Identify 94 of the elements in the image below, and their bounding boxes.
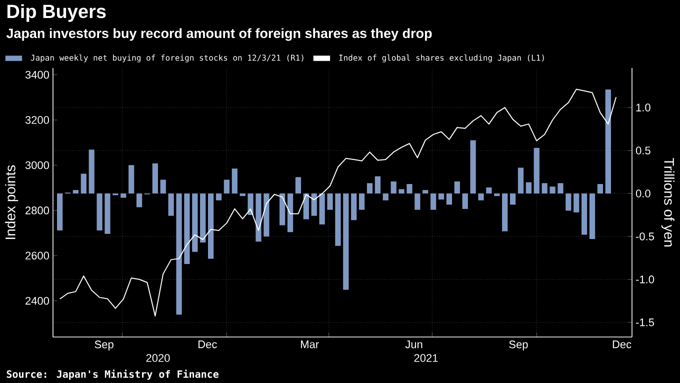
bar bbox=[566, 193, 572, 211]
bar bbox=[374, 176, 380, 194]
bar bbox=[57, 193, 63, 230]
bar bbox=[454, 181, 460, 194]
bar bbox=[343, 193, 349, 290]
bar bbox=[526, 182, 532, 194]
legend-label: Index of global shares excluding Japan (L1) bbox=[339, 54, 544, 62]
y-axis-title: Index points bbox=[5, 165, 18, 239]
bar bbox=[558, 183, 564, 194]
bar bbox=[136, 193, 142, 208]
bar bbox=[550, 186, 556, 194]
bar bbox=[216, 193, 222, 200]
bar bbox=[589, 193, 596, 240]
bar bbox=[280, 193, 286, 226]
bar bbox=[192, 193, 198, 252]
chart-subtitle: Japan investors buy record amount of foreign shares as they drop bbox=[6, 28, 432, 41]
bar bbox=[574, 193, 580, 212]
bar bbox=[494, 193, 500, 196]
bar bbox=[327, 193, 333, 210]
bar bbox=[88, 150, 94, 194]
bar bbox=[382, 193, 388, 200]
bar bbox=[176, 193, 182, 315]
bar bbox=[398, 189, 404, 194]
bar bbox=[319, 193, 325, 224]
bar bbox=[248, 193, 254, 215]
bar bbox=[295, 177, 302, 194]
y-tick-label: 2800 bbox=[26, 206, 50, 214]
bar bbox=[351, 193, 357, 220]
bar bbox=[486, 187, 492, 194]
bar bbox=[160, 180, 166, 194]
bar bbox=[120, 193, 126, 198]
bar bbox=[462, 193, 468, 209]
bar bbox=[232, 168, 238, 194]
bar bbox=[240, 193, 246, 196]
bar bbox=[510, 193, 516, 205]
bar bbox=[208, 193, 214, 259]
y2-tick-label: 1.0 bbox=[636, 104, 650, 112]
x-tick-label: Sep bbox=[94, 340, 114, 350]
legend-label: Japan weekly net buying of foreign stocks on 12/3/21 (R1) bbox=[30, 54, 304, 62]
y2-tick-label: 0.5 bbox=[636, 146, 650, 154]
bar bbox=[128, 165, 134, 194]
bar bbox=[256, 193, 262, 242]
bar bbox=[390, 181, 396, 194]
bar bbox=[72, 190, 79, 194]
bar bbox=[534, 148, 540, 194]
line-series bbox=[59, 88, 617, 316]
text: 2021 bbox=[414, 354, 438, 362]
y-tick-label: 3000 bbox=[25, 161, 50, 170]
bar bbox=[582, 193, 588, 235]
x-tick-label: Dec bbox=[198, 340, 217, 348]
bar bbox=[430, 193, 436, 210]
bar bbox=[502, 193, 508, 232]
bar bbox=[446, 193, 452, 205]
bar bbox=[542, 183, 548, 194]
source-note: Source: Japan's Ministry of Finance bbox=[6, 370, 218, 380]
bar bbox=[264, 193, 270, 236]
y2-tick-label: -1.5 bbox=[636, 318, 654, 326]
bar bbox=[224, 180, 230, 194]
chart-title: Dip Buyers bbox=[7, 4, 106, 22]
bar bbox=[287, 193, 294, 232]
bar bbox=[422, 190, 428, 194]
y2-tick-label: -1.0 bbox=[636, 276, 654, 284]
y-tick-label: 2400 bbox=[26, 296, 50, 305]
bar bbox=[96, 193, 102, 230]
bar bbox=[104, 193, 110, 234]
bar bbox=[152, 163, 158, 194]
bar bbox=[366, 183, 373, 194]
x-tick-label: Dec bbox=[612, 340, 632, 348]
y2-axis-title: Trillions of yen bbox=[661, 158, 674, 246]
y2-tick-label: 0.0 bbox=[636, 190, 650, 198]
x-tick-label: Jun bbox=[405, 340, 422, 348]
bar bbox=[303, 193, 309, 220]
y-tick-label: 2600 bbox=[26, 252, 50, 260]
y-tick-label: 3200 bbox=[25, 116, 50, 124]
bar bbox=[184, 193, 190, 264]
text: 2020 bbox=[146, 354, 170, 362]
bar bbox=[406, 184, 412, 194]
bar bbox=[470, 140, 476, 194]
bar bbox=[311, 193, 317, 216]
bar bbox=[478, 193, 484, 200]
bar bbox=[168, 193, 174, 216]
y-tick-label: 3400 bbox=[25, 70, 50, 79]
x-tick-label: Sep bbox=[509, 340, 528, 350]
y2-tick-label: -0.5 bbox=[636, 232, 654, 240]
bar bbox=[335, 193, 341, 246]
bar bbox=[597, 184, 604, 194]
bar bbox=[414, 193, 420, 210]
bar bbox=[518, 168, 524, 194]
bar bbox=[359, 193, 365, 210]
bar bbox=[200, 193, 206, 242]
bar bbox=[605, 89, 611, 194]
bar bbox=[80, 174, 86, 194]
bar bbox=[438, 193, 444, 200]
x-tick-label: Mar bbox=[301, 340, 319, 348]
